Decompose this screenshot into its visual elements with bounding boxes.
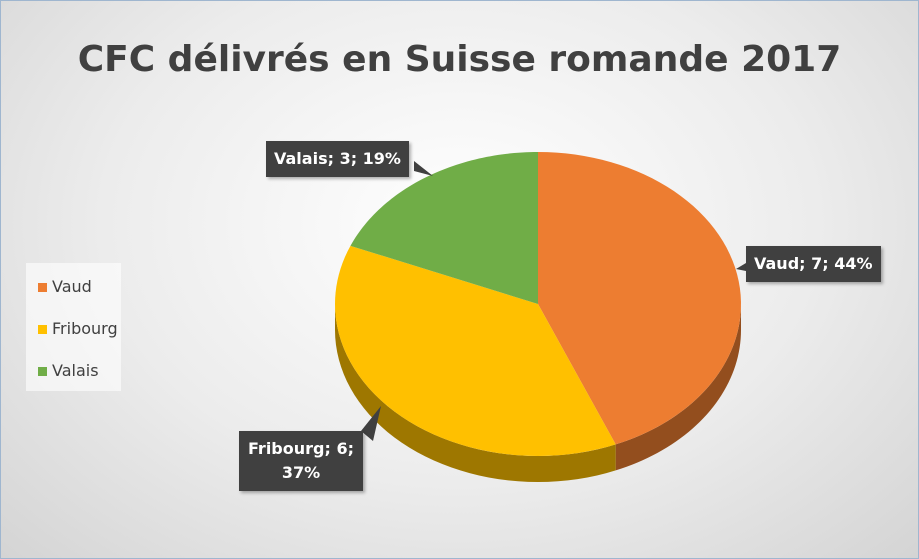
legend: Vaud Fribourg Valais: [26, 263, 121, 391]
data-label: Vaud; 7; 44%: [746, 246, 881, 282]
slice-side: [615, 304, 741, 471]
legend-entry: Fribourg: [38, 319, 118, 338]
label-pointer: [414, 161, 433, 176]
slice: [350, 152, 538, 304]
legend-label: Vaud: [52, 277, 92, 296]
slice: [538, 152, 741, 445]
legend-label: Fribourg: [52, 319, 118, 338]
label-pointer: [361, 406, 381, 441]
slice-side: [335, 304, 616, 482]
data-label: Fribourg; 6; 37%: [239, 431, 363, 491]
legend-entry: Valais: [38, 361, 99, 380]
label-pointer: [736, 263, 746, 271]
legend-swatch: [38, 283, 47, 292]
legend-swatch: [38, 367, 47, 376]
legend-label: Valais: [52, 361, 99, 380]
chart-title: CFC délivrés en Suisse romande 2017: [77, 39, 842, 80]
data-label: Valais; 3; 19%: [266, 141, 409, 177]
slice: [335, 245, 616, 456]
legend-swatch: [38, 325, 47, 334]
legend-entry: Vaud: [38, 277, 92, 296]
